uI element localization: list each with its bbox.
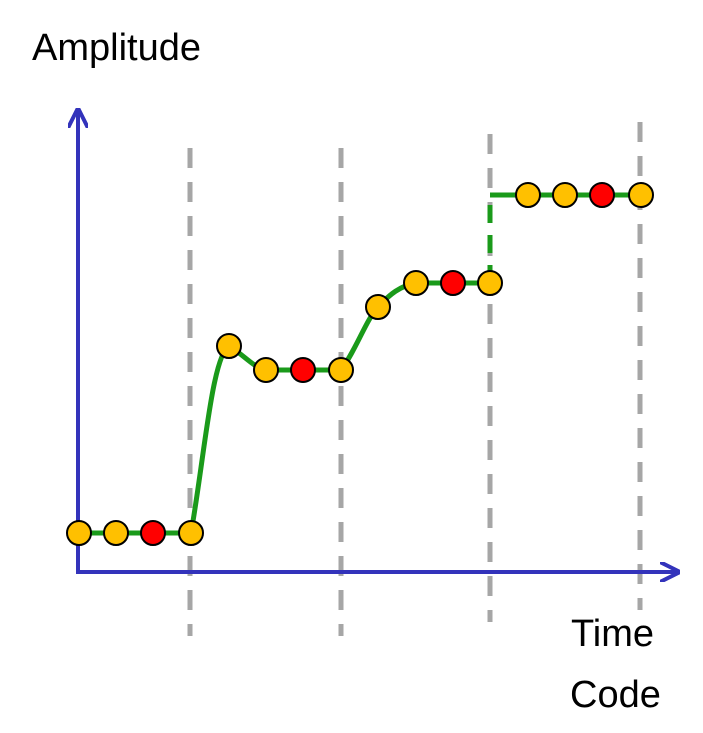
- reference-sample-point: [589, 182, 615, 208]
- x-axis-label-line-1: Time: [571, 613, 655, 655]
- sample-point: [552, 182, 578, 208]
- sample-points: [66, 182, 654, 546]
- sample-point: [365, 294, 391, 320]
- sample-point: [328, 357, 354, 383]
- sample-point: [477, 270, 503, 296]
- reference-sample-point: [140, 520, 166, 546]
- sample-point: [403, 270, 429, 296]
- sample-point: [515, 182, 541, 208]
- sample-point: [216, 333, 242, 359]
- reference-sample-point: [290, 357, 316, 383]
- signal-rise-2: [338, 280, 490, 372]
- reference-sample-point: [440, 270, 466, 296]
- y-axis-label: Amplitude: [32, 27, 201, 69]
- signal-rise-1: [188, 343, 231, 534]
- sample-point: [178, 520, 204, 546]
- sample-point: [253, 357, 279, 383]
- sample-point: [103, 520, 129, 546]
- signal-segment-2: [227, 343, 341, 373]
- axes: [76, 112, 676, 572]
- sample-point: [628, 182, 654, 208]
- signal-trace: [78, 192, 641, 536]
- sample-point: [66, 520, 92, 546]
- x-axis-label-line-2: Code: [570, 674, 661, 716]
